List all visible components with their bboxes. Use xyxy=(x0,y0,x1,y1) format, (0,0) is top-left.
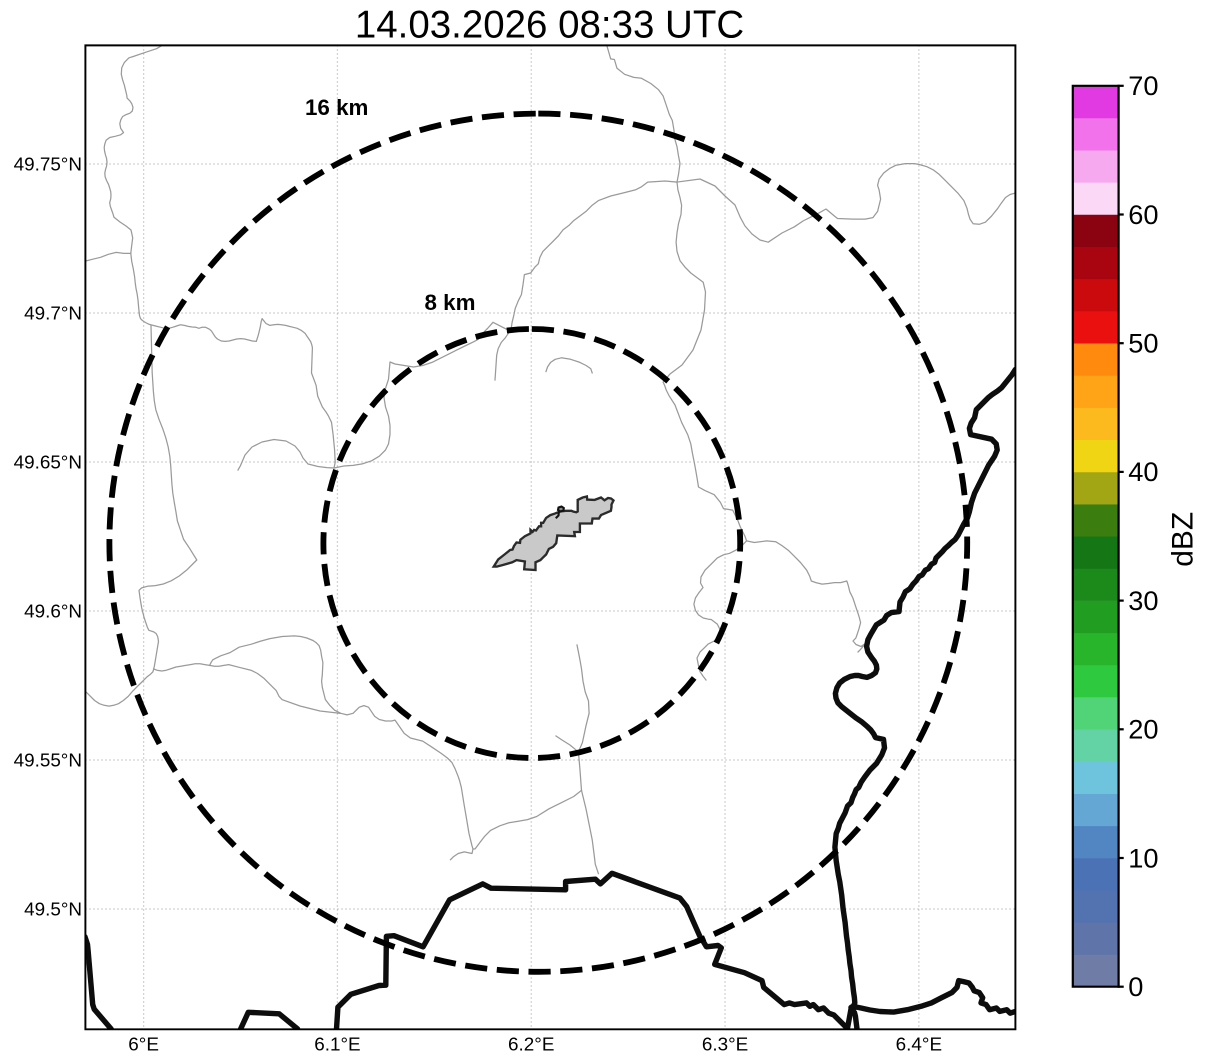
svg-text:70: 70 xyxy=(1128,70,1158,101)
svg-text:6.3°E: 6.3°E xyxy=(702,1035,748,1056)
svg-text:49.65°N: 49.65°N xyxy=(14,453,82,474)
svg-text:6.4°E: 6.4°E xyxy=(896,1035,942,1056)
svg-text:16 km: 16 km xyxy=(305,95,368,120)
svg-text:14.03.2026 08:33 UTC: 14.03.2026 08:33 UTC xyxy=(355,3,744,46)
svg-text:49.75°N: 49.75°N xyxy=(14,155,82,176)
svg-text:dBZ: dBZ xyxy=(1166,512,1199,567)
svg-text:49.5°N: 49.5°N xyxy=(24,899,82,920)
svg-text:30: 30 xyxy=(1128,585,1158,616)
svg-text:6.1°E: 6.1°E xyxy=(314,1035,360,1056)
svg-text:60: 60 xyxy=(1128,199,1158,230)
svg-text:40: 40 xyxy=(1128,456,1158,487)
svg-text:6°E: 6°E xyxy=(128,1035,159,1056)
svg-text:49.7°N: 49.7°N xyxy=(24,303,82,324)
svg-text:0: 0 xyxy=(1128,971,1143,1002)
svg-text:49.6°N: 49.6°N xyxy=(24,602,82,623)
svg-text:8 km: 8 km xyxy=(425,290,476,315)
svg-text:10: 10 xyxy=(1128,842,1158,873)
svg-text:49.55°N: 49.55°N xyxy=(14,751,82,772)
svg-text:20: 20 xyxy=(1128,714,1158,745)
svg-text:6.2°E: 6.2°E xyxy=(508,1035,554,1056)
svg-text:50: 50 xyxy=(1128,328,1158,359)
